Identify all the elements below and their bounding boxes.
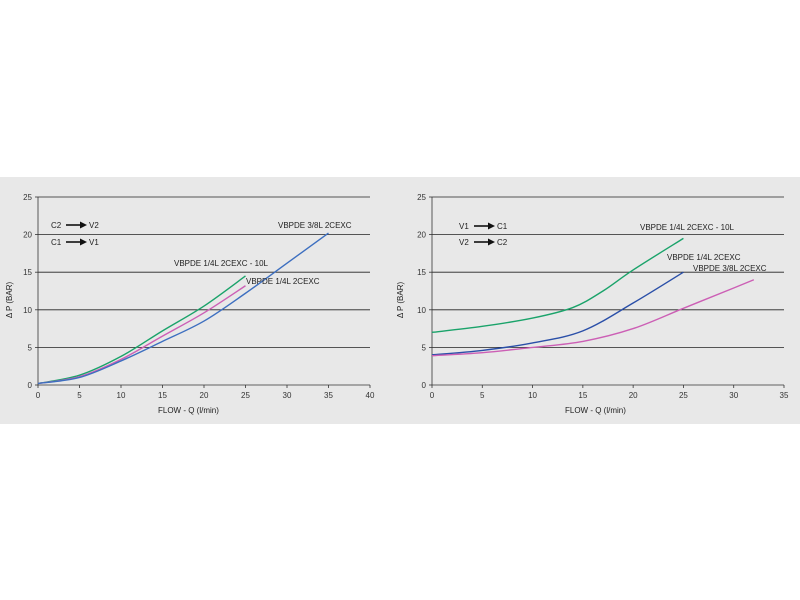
series-line-3 — [431, 279, 755, 357]
chart-2: 0 5 10 15 20 25 0 5 10 15 20 25 30 35 FLOW - Q (l/min)… — [396, 193, 789, 415]
annotation-from: C1 — [51, 238, 62, 247]
x-tick-label: 20 — [629, 391, 638, 400]
x-tick-label: 0 — [36, 391, 41, 400]
series-label-3: VBPDE 3/8L 2CEXC — [693, 264, 767, 273]
annotation-from: V2 — [459, 238, 469, 247]
y-tick-label: 5 — [28, 343, 33, 352]
x-tick-label: 30 — [283, 391, 292, 400]
series-line-1 — [37, 275, 246, 385]
y-tick-label: 10 — [417, 306, 426, 315]
x-tick-label: 20 — [200, 391, 209, 400]
x-axis-label: FLOW - Q (l/min) — [565, 406, 626, 415]
series-line-3 — [37, 232, 329, 385]
y-axis-label: Δ P (BAR) — [5, 282, 14, 319]
x-tick-label: 25 — [241, 391, 250, 400]
series-line-1 — [431, 237, 684, 334]
y-axis-label: Δ P (BAR) — [396, 282, 405, 319]
series-label-2: VBPDE 1/4L 2CEXC — [246, 277, 320, 286]
x-tick-label: 10 — [528, 391, 537, 400]
x-tick-label: 10 — [117, 391, 126, 400]
x-tick-label: 5 — [480, 391, 485, 400]
x-tick-label: 30 — [729, 391, 738, 400]
arrow-icon — [80, 238, 87, 246]
y-tick-label: 0 — [422, 381, 427, 390]
x-tick-label: 25 — [679, 391, 688, 400]
annotation-to: V2 — [89, 221, 99, 230]
y-tick-label: 15 — [23, 268, 32, 277]
y-tick-label: 20 — [417, 231, 426, 240]
arrow-icon — [488, 222, 495, 230]
y-tick-label: 5 — [422, 343, 427, 352]
arrow-icon — [488, 238, 495, 246]
series-label-2: VBPDE 1/4L 2CEXC — [667, 253, 741, 262]
annotation-to: V1 — [89, 238, 99, 247]
x-tick-label: 35 — [324, 391, 333, 400]
x-tick-label: 15 — [578, 391, 587, 400]
x-tick-label: 40 — [366, 391, 375, 400]
y-tick-label: 25 — [23, 193, 32, 202]
y-tick-label: 25 — [417, 193, 426, 202]
series-line-2 — [37, 285, 246, 385]
series-label-1: VBPDE 1/4L 2CEXC - 10L — [640, 223, 735, 232]
y-tick-label: 15 — [417, 268, 426, 277]
y-tick-label: 10 — [23, 306, 32, 315]
annotation-from: C2 — [51, 221, 62, 230]
annotation-to: C2 — [497, 238, 508, 247]
y-tick-label: 20 — [23, 231, 32, 240]
series-label-1: VBPDE 1/4L 2CEXC - 10L — [174, 259, 269, 268]
x-tick-label: 0 — [430, 391, 435, 400]
y-tick-label: 0 — [28, 381, 33, 390]
x-axis-label: FLOW - Q (l/min) — [158, 406, 219, 415]
x-tick-label: 15 — [158, 391, 167, 400]
annotation-to: C1 — [497, 222, 508, 231]
x-tick-label: 5 — [77, 391, 82, 400]
series-label-3: VBPDE 3/8L 2CEXC — [278, 221, 352, 230]
x-tick-label: 35 — [780, 391, 789, 400]
annotation-from: V1 — [459, 222, 469, 231]
arrow-icon — [80, 221, 87, 229]
series-line-2 — [431, 271, 684, 356]
chart-1: 0 5 10 15 20 25 0 5 10 15 20 25 30 35 40 FLOW - Q (l/mi… — [5, 193, 375, 415]
chart-background-band — [0, 177, 800, 424]
